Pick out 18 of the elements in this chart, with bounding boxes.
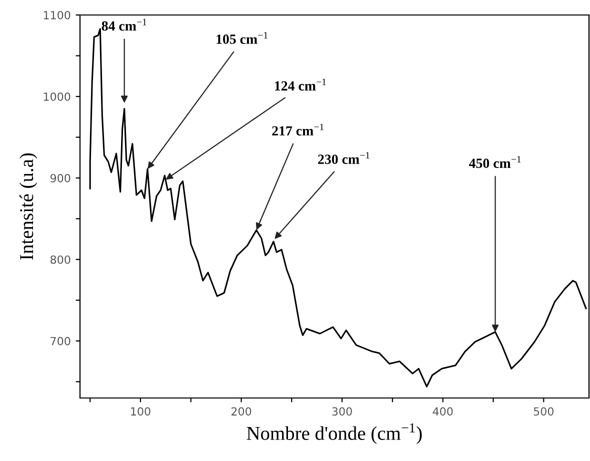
x-tick-label: 500 <box>534 407 554 416</box>
y-tick-label: 1100 <box>44 10 70 20</box>
x-axis-title: Nombre d'onde (cm$^{−1}$) <box>246 423 422 444</box>
annotation: 217 cm$^{−1}$ <box>272 124 324 136</box>
y-tick-label: 1000 <box>44 92 70 101</box>
y-axis-title: Intensité (u.a) <box>19 153 38 260</box>
annotation: 84 cm$^{−1}$ <box>102 18 146 31</box>
annotation: 124 cm$^{−1}$ <box>275 78 326 91</box>
y-tick-label: 700 <box>50 336 70 346</box>
annotation: 105 cm$^{−1}$ <box>216 32 268 44</box>
x-tick-label: 300 <box>332 407 352 416</box>
x-tick-label: 400 <box>432 407 453 416</box>
y-tick-label: 900 <box>50 174 70 182</box>
x-tick-label: 100 <box>131 407 150 416</box>
y-tick-label: 800 <box>50 255 70 264</box>
annotation: 450 cm$^{−1}$ <box>468 156 521 168</box>
annotation: 230 cm$^{−1}$ <box>318 152 370 164</box>
x-tick-label: 200 <box>231 407 252 416</box>
